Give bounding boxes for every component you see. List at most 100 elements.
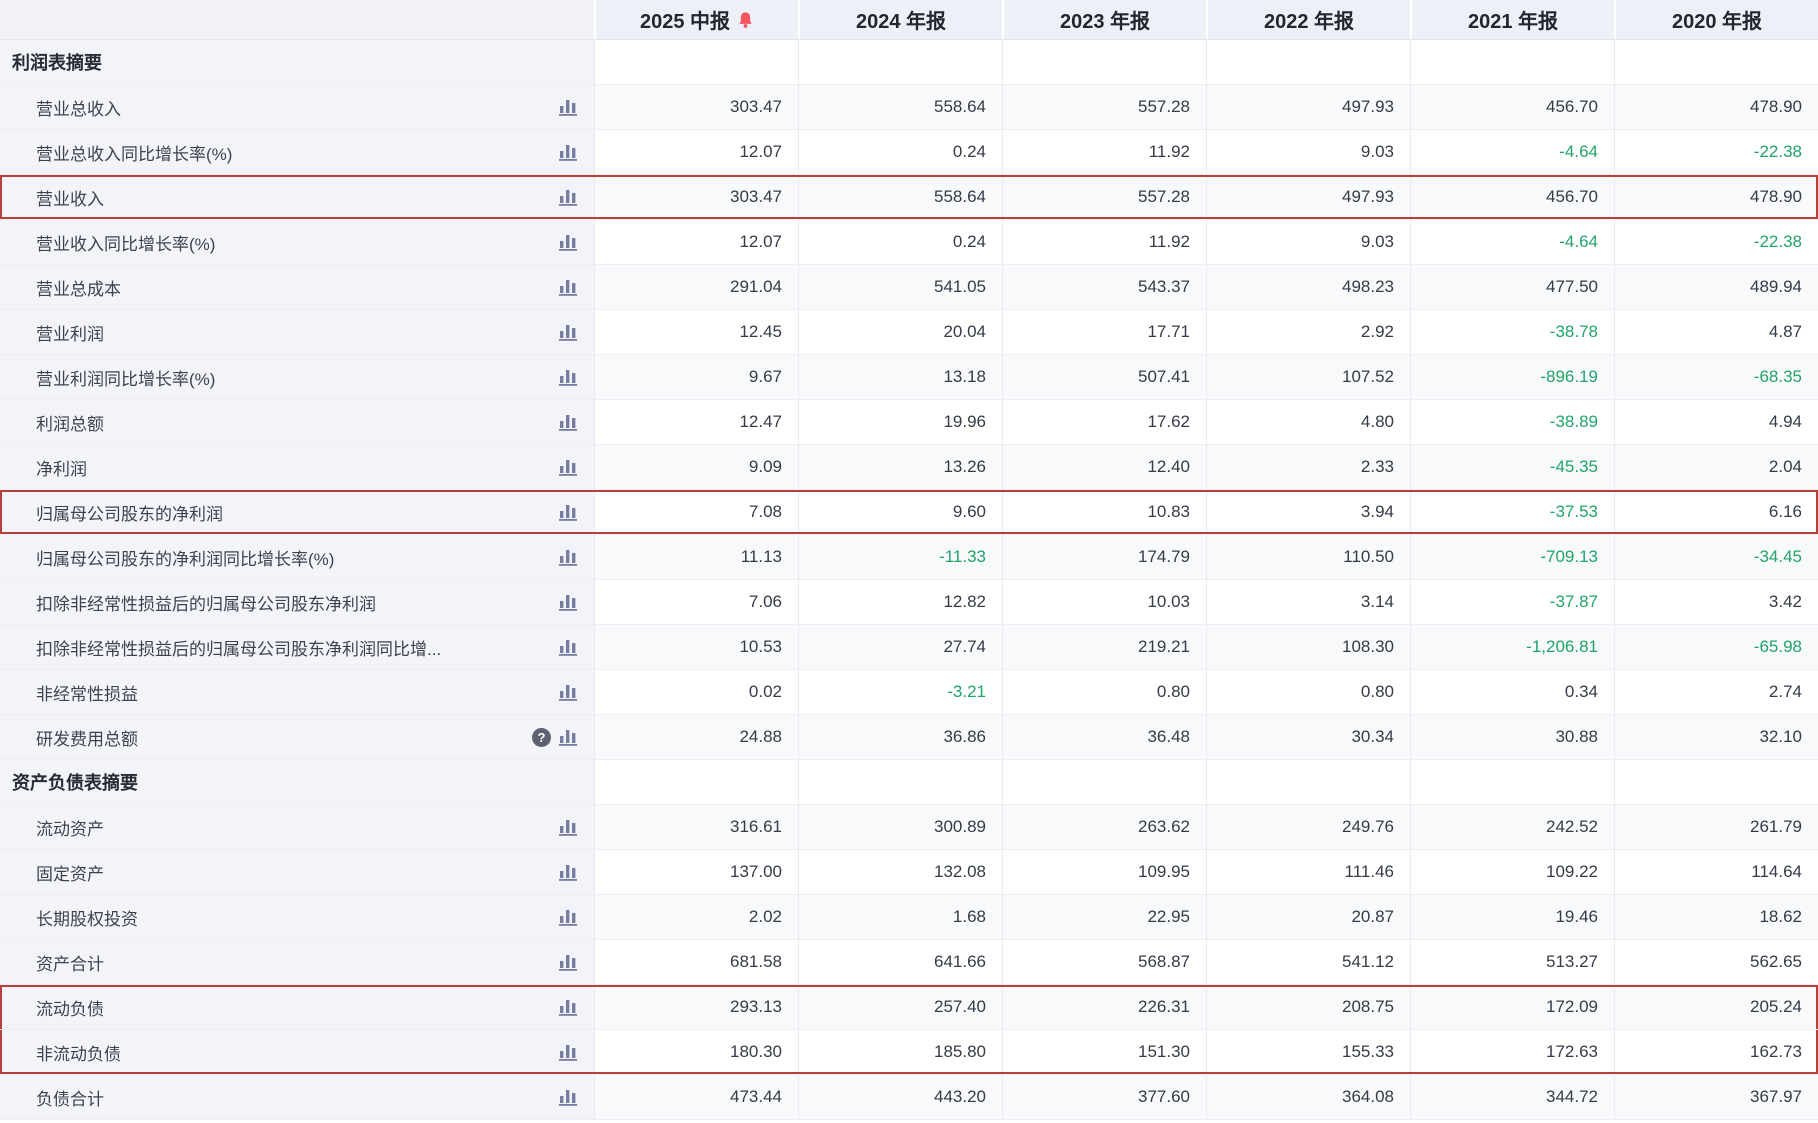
- metric-row: 营业利润 12.45 20.04 17.71 2.92 -38.78 4.87: [0, 310, 1818, 355]
- column-header-2022-annual[interactable]: 2022 年报: [1206, 0, 1410, 39]
- metric-value: 478.90: [1614, 175, 1818, 219]
- bar-chart-icon[interactable]: [559, 863, 580, 881]
- metric-value: 151.30: [1002, 1030, 1206, 1074]
- bar-chart-icon[interactable]: [559, 818, 580, 836]
- row-label-cell: 利润表摘要: [0, 40, 594, 84]
- bar-chart-icon[interactable]: [559, 638, 580, 656]
- bar-chart-icon[interactable]: [559, 593, 580, 611]
- row-label: 资产合计: [36, 954, 104, 974]
- bar-chart-icon[interactable]: [559, 728, 580, 746]
- bar-chart-icon[interactable]: [559, 368, 580, 386]
- metric-value: -4.64: [1410, 220, 1614, 264]
- bar-chart-icon[interactable]: [559, 908, 580, 926]
- bar-chart-icon[interactable]: [559, 683, 580, 701]
- question-mark-icon[interactable]: ?: [532, 727, 551, 747]
- column-header-2020-annual[interactable]: 2020 年报: [1614, 0, 1818, 39]
- row-label: 营业利润同比增长率(%): [36, 369, 216, 389]
- metric-value: 261.79: [1614, 805, 1818, 849]
- metric-value: -22.38: [1614, 130, 1818, 174]
- metric-value: 11.92: [1002, 220, 1206, 264]
- header-label-cell: [0, 0, 594, 39]
- metric-value: 377.60: [1002, 1075, 1206, 1119]
- bar-chart-icon[interactable]: [559, 233, 580, 251]
- metric-row: 利润总额 12.47 19.96 17.62 4.80 -38.89 4.94: [0, 400, 1818, 445]
- metric-value: 111.46: [1206, 850, 1410, 894]
- metric-value: 27.74: [798, 625, 1002, 669]
- metric-value: 303.47: [594, 175, 798, 219]
- metric-value: 473.44: [594, 1075, 798, 1119]
- row-label: 非经常性损益: [36, 684, 138, 704]
- row-label-cell: 负债合计: [0, 1075, 594, 1119]
- metric-value: 242.52: [1410, 805, 1614, 849]
- bar-chart-icon[interactable]: [559, 323, 580, 341]
- bar-chart-icon[interactable]: [559, 503, 580, 521]
- metric-value: [1206, 760, 1410, 804]
- bar-chart-icon[interactable]: [559, 143, 580, 161]
- row-label: 扣除非经常性损益后的归属母公司股东净利润同比增...: [36, 639, 442, 659]
- row-label-cell: 流动资产: [0, 805, 594, 849]
- metric-value: 107.52: [1206, 355, 1410, 399]
- column-header-label: 2022 年报: [1263, 11, 1355, 33]
- metric-value: 4.87: [1614, 310, 1818, 354]
- metric-value: 478.90: [1614, 85, 1818, 129]
- column-header-label: 2021 年报: [1467, 11, 1559, 33]
- metric-value: -896.19: [1410, 355, 1614, 399]
- row-icons: [559, 863, 594, 881]
- metric-value: 367.97: [1614, 1075, 1818, 1119]
- bar-chart-icon[interactable]: [559, 413, 580, 431]
- row-icons: [559, 548, 594, 566]
- row-label: 长期股权投资: [36, 909, 138, 929]
- metric-value: 9.09: [594, 445, 798, 489]
- metric-value: 172.63: [1410, 1030, 1614, 1074]
- bar-chart-icon[interactable]: [559, 998, 580, 1016]
- row-label: 利润表摘要: [12, 53, 102, 73]
- row-label: 资产负债表摘要: [12, 773, 138, 793]
- metric-value: 11.92: [1002, 130, 1206, 174]
- row-label-cell: 流动负债: [0, 985, 594, 1029]
- row-label-cell: 营业利润: [0, 310, 594, 354]
- column-header-2023-annual[interactable]: 2023 年报: [1002, 0, 1206, 39]
- bar-chart-icon[interactable]: [559, 1088, 580, 1106]
- bar-chart-icon[interactable]: [559, 1043, 580, 1061]
- column-header-2024-annual[interactable]: 2024 年报: [798, 0, 1002, 39]
- metric-row: 净利润 9.09 13.26 12.40 2.33 -45.35 2.04: [0, 445, 1818, 490]
- metric-value: 36.86: [798, 715, 1002, 759]
- bar-chart-icon[interactable]: [559, 548, 580, 566]
- row-label: 营业总成本: [36, 279, 121, 299]
- metric-row: 营业总成本 291.04 541.05 543.37 498.23 477.50…: [0, 265, 1818, 310]
- bell-icon[interactable]: [737, 11, 754, 29]
- bar-chart-icon[interactable]: [559, 953, 580, 971]
- metric-value: [1614, 40, 1818, 84]
- row-label-cell: 利润总额: [0, 400, 594, 444]
- row-label: 扣除非经常性损益后的归属母公司股东净利润: [36, 594, 376, 614]
- metric-value: 208.75: [1206, 985, 1410, 1029]
- bar-chart-icon[interactable]: [559, 188, 580, 206]
- metric-value: 558.64: [798, 175, 1002, 219]
- metric-value: 12.47: [594, 400, 798, 444]
- metric-value: 13.26: [798, 445, 1002, 489]
- metric-value: 17.71: [1002, 310, 1206, 354]
- metric-value: 557.28: [1002, 85, 1206, 129]
- row-icons: [559, 953, 594, 971]
- row-label-cell: 扣除非经常性损益后的归属母公司股东净利润同比增...: [0, 625, 594, 669]
- row-label: 固定资产: [36, 864, 104, 884]
- metric-value: 12.07: [594, 220, 798, 264]
- metric-value: 13.18: [798, 355, 1002, 399]
- bar-chart-icon[interactable]: [559, 458, 580, 476]
- metric-value: 10.83: [1002, 490, 1206, 534]
- metric-value: 12.45: [594, 310, 798, 354]
- row-label: 归属母公司股东的净利润: [36, 504, 223, 524]
- column-header-2025-interim[interactable]: 2025 中报: [594, 0, 798, 39]
- metric-value: 562.65: [1614, 940, 1818, 984]
- column-header-2021-annual[interactable]: 2021 年报: [1410, 0, 1614, 39]
- bar-chart-icon[interactable]: [559, 278, 580, 296]
- bar-chart-icon[interactable]: [559, 98, 580, 116]
- metric-row: 扣除非经常性损益后的归属母公司股东净利润 7.06 12.82 10.03 3.…: [0, 580, 1818, 625]
- metric-value: [1410, 40, 1614, 84]
- metric-value: 174.79: [1002, 535, 1206, 579]
- metric-value: 114.64: [1614, 850, 1818, 894]
- metric-value: 109.22: [1410, 850, 1614, 894]
- metric-value: 9.03: [1206, 220, 1410, 264]
- metric-value: [798, 40, 1002, 84]
